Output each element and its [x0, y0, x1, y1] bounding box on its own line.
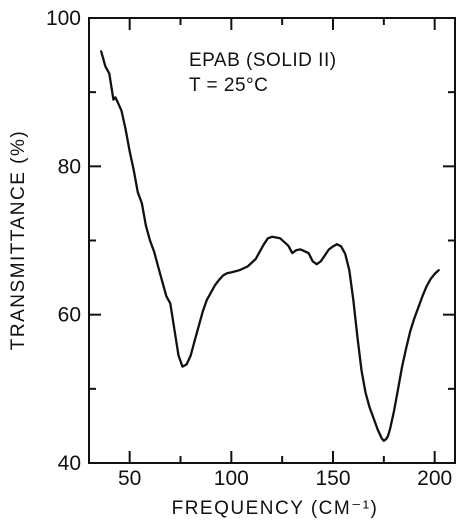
- y-tick-label: 40: [58, 452, 81, 475]
- x-tick-label: 100: [214, 467, 249, 490]
- x-tick-label: 150: [315, 467, 350, 490]
- transmittance-line: [100, 50, 440, 442]
- x-tick-label: 50: [118, 467, 141, 490]
- y-axis-title: TRANSMITTANCE (%): [8, 130, 29, 350]
- annotation-sample: EPAB (SOLID II): [189, 50, 337, 71]
- x-tick-label: 200: [417, 467, 452, 490]
- y-tick-label: 100: [46, 7, 81, 30]
- annotation-temperature: T = 25°C: [189, 75, 268, 96]
- y-tick-label: 80: [58, 155, 81, 178]
- axis-ticks: [89, 17, 455, 464]
- axis-tick-labels: 50 100 150 200 40 60 80 100: [46, 7, 452, 490]
- x-axis-title: FREQUENCY (CM⁻¹): [172, 498, 379, 519]
- y-tick-label: 60: [58, 304, 81, 327]
- plot-frame: [88, 17, 456, 464]
